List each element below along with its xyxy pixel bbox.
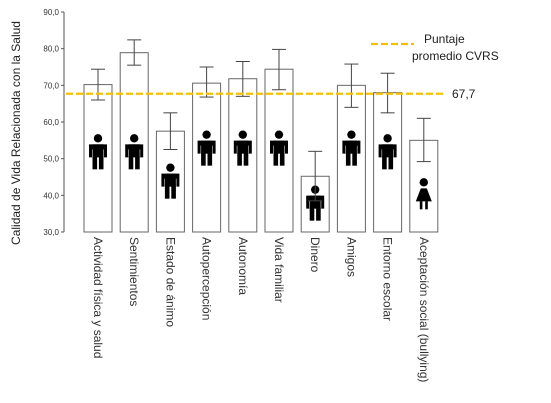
category-label: Vida familiar (272, 237, 286, 303)
bar (192, 82, 222, 233)
icon-torso (382, 144, 394, 158)
category-labels: Actividad física y salud Sentimientos Esta… (91, 237, 431, 382)
category-label: Autonomía (236, 237, 250, 295)
y-tick-label: 60,0 (43, 118, 59, 127)
category-label: Dinero (308, 237, 322, 273)
bar (336, 84, 366, 233)
icon-head (202, 130, 211, 139)
male-person-icon (342, 130, 361, 166)
icons (89, 130, 432, 221)
category-label: Sentimientos (127, 237, 141, 306)
icon-head (166, 163, 175, 172)
male-person-icon (125, 134, 144, 170)
category-label: Actividad física y salud (91, 237, 105, 358)
bars (83, 52, 439, 233)
category-label: Amigos (344, 237, 358, 277)
female-person-icon (415, 178, 432, 210)
category-label: Autopercepción (200, 237, 214, 320)
category-label: Estado de ánimo (163, 237, 177, 327)
icon-leg (316, 207, 321, 221)
icon-torso (237, 140, 249, 154)
legend: Puntaje promedio CVRS (371, 32, 499, 63)
error-bars (91, 39, 431, 202)
bar (83, 84, 113, 233)
icon-leg (273, 152, 279, 166)
icon-leg (309, 207, 315, 221)
icon-leg (243, 152, 249, 166)
icon-torso (201, 140, 213, 154)
y-tick-label: 30,0 (43, 228, 59, 237)
icon-torso (164, 173, 176, 187)
male-person-icon (197, 130, 216, 166)
icon-head (419, 178, 428, 187)
legend-label: promedio CVRS (412, 49, 499, 63)
icon-torso (345, 140, 357, 154)
legend-label: Puntaje (424, 32, 465, 46)
icon-leg (425, 201, 428, 210)
male-person-icon (378, 134, 397, 170)
icon-leg (237, 152, 242, 166)
y-tick-label: 50,0 (43, 155, 59, 164)
male-person-icon (89, 134, 107, 170)
icon-torso (309, 195, 321, 209)
icon-leg (201, 152, 206, 166)
y-axis: 30,0 40,0 50,0 60,0 70,0 80,0 90,0 (43, 8, 65, 237)
icon-leg (171, 185, 176, 199)
icon-leg (382, 156, 387, 170)
icon-body (415, 188, 432, 202)
y-tick-label: 80,0 (43, 45, 59, 54)
category-label: Entorno escolar (381, 237, 395, 321)
icon-leg (419, 201, 423, 210)
icon-head (347, 130, 356, 139)
y-tick-label: 90,0 (43, 8, 59, 17)
reference-line-label: 67,7 (452, 87, 476, 101)
icon-head (238, 130, 247, 139)
icon-leg (279, 152, 285, 166)
male-person-icon (233, 130, 252, 166)
icon-torso (128, 144, 140, 158)
icon-torso (92, 144, 104, 158)
icon-torso (273, 140, 285, 154)
icon-leg (388, 156, 394, 170)
icon-leg (207, 152, 213, 166)
icon-leg (164, 185, 170, 199)
category-label: Aceptación social (bullying) (417, 237, 431, 382)
icon-leg (345, 152, 351, 166)
icon-leg (92, 156, 98, 170)
icon-leg (98, 156, 104, 170)
y-axis-title: Calidad de Vida Relacionada con la Salud (9, 21, 23, 245)
y-tick-label: 40,0 (43, 191, 59, 200)
bar (373, 92, 403, 233)
reference-line-group: 67,7 (66, 87, 476, 101)
icon-head (93, 134, 103, 143)
male-person-icon (270, 130, 288, 166)
icon-head (130, 134, 139, 143)
bar (228, 78, 258, 233)
icon-leg (128, 156, 134, 170)
icon-head (383, 134, 392, 143)
male-person-icon (161, 163, 180, 199)
y-tick-label: 70,0 (43, 81, 59, 90)
icon-leg (352, 152, 357, 166)
icon-leg (135, 156, 140, 170)
icon-head (274, 130, 284, 139)
